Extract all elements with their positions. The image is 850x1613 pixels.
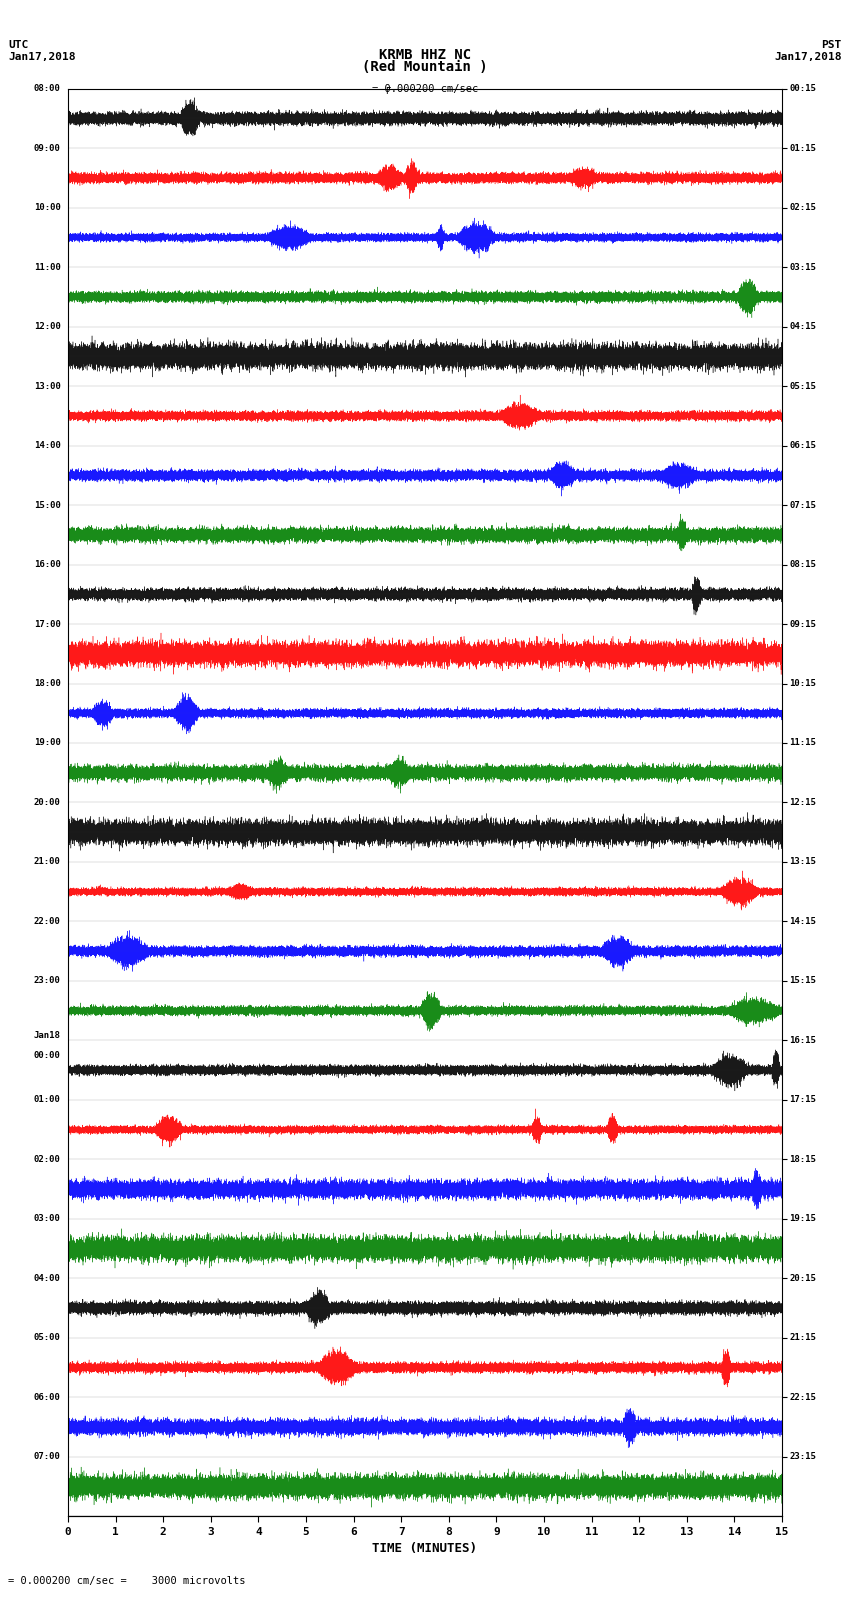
Text: 15:00: 15:00 bbox=[34, 500, 61, 510]
Text: 14:00: 14:00 bbox=[34, 440, 61, 450]
Text: Jan18: Jan18 bbox=[34, 1031, 61, 1040]
Text: (Red Mountain ): (Red Mountain ) bbox=[362, 60, 488, 74]
Text: 02:15: 02:15 bbox=[789, 203, 816, 213]
Text: 20:00: 20:00 bbox=[34, 798, 61, 806]
Text: 02:00: 02:00 bbox=[34, 1155, 61, 1165]
Text: 11:15: 11:15 bbox=[789, 739, 816, 747]
Text: 23:15: 23:15 bbox=[789, 1452, 816, 1461]
Text: 01:15: 01:15 bbox=[789, 144, 816, 153]
Text: 10:00: 10:00 bbox=[34, 203, 61, 213]
Text: 17:00: 17:00 bbox=[34, 619, 61, 629]
Text: = 0.000200 cm/sec =    3000 microvolts: = 0.000200 cm/sec = 3000 microvolts bbox=[8, 1576, 246, 1586]
Text: 22:15: 22:15 bbox=[789, 1392, 816, 1402]
Text: 04:15: 04:15 bbox=[789, 323, 816, 331]
Text: 19:15: 19:15 bbox=[789, 1215, 816, 1223]
Text: 04:00: 04:00 bbox=[34, 1274, 61, 1282]
Text: 15:15: 15:15 bbox=[789, 976, 816, 986]
Text: 18:00: 18:00 bbox=[34, 679, 61, 689]
Text: 11:00: 11:00 bbox=[34, 263, 61, 271]
Text: 19:00: 19:00 bbox=[34, 739, 61, 747]
Text: 20:15: 20:15 bbox=[789, 1274, 816, 1282]
Text: 00:15: 00:15 bbox=[789, 84, 816, 94]
Text: 17:15: 17:15 bbox=[789, 1095, 816, 1105]
Text: 10:15: 10:15 bbox=[789, 679, 816, 689]
Text: 13:00: 13:00 bbox=[34, 382, 61, 390]
Text: 01:00: 01:00 bbox=[34, 1095, 61, 1105]
Text: 16:15: 16:15 bbox=[789, 1036, 816, 1045]
Text: 12:00: 12:00 bbox=[34, 323, 61, 331]
Text: 14:15: 14:15 bbox=[789, 916, 816, 926]
Text: 13:15: 13:15 bbox=[789, 858, 816, 866]
Text: 05:00: 05:00 bbox=[34, 1334, 61, 1342]
Text: 08:00: 08:00 bbox=[34, 84, 61, 94]
Text: 09:15: 09:15 bbox=[789, 619, 816, 629]
Text: 00:00: 00:00 bbox=[34, 1040, 61, 1060]
Text: UTC
Jan17,2018: UTC Jan17,2018 bbox=[8, 40, 76, 61]
Text: PST
Jan17,2018: PST Jan17,2018 bbox=[774, 40, 842, 61]
Text: 21:15: 21:15 bbox=[789, 1334, 816, 1342]
Text: ┌: ┌ bbox=[383, 84, 390, 94]
Text: 22:00: 22:00 bbox=[34, 916, 61, 926]
Text: 06:00: 06:00 bbox=[34, 1392, 61, 1402]
Text: 03:00: 03:00 bbox=[34, 1215, 61, 1223]
Text: 12:15: 12:15 bbox=[789, 798, 816, 806]
Text: 07:15: 07:15 bbox=[789, 500, 816, 510]
Text: 16:00: 16:00 bbox=[34, 560, 61, 569]
Text: 06:15: 06:15 bbox=[789, 440, 816, 450]
Text: = 0.000200 cm/sec: = 0.000200 cm/sec bbox=[371, 84, 478, 94]
Text: 18:15: 18:15 bbox=[789, 1155, 816, 1165]
Text: KRMB HHZ NC: KRMB HHZ NC bbox=[379, 48, 471, 63]
Text: 03:15: 03:15 bbox=[789, 263, 816, 271]
Text: 08:15: 08:15 bbox=[789, 560, 816, 569]
Text: 07:00: 07:00 bbox=[34, 1452, 61, 1461]
X-axis label: TIME (MINUTES): TIME (MINUTES) bbox=[372, 1542, 478, 1555]
Text: 05:15: 05:15 bbox=[789, 382, 816, 390]
Text: 09:00: 09:00 bbox=[34, 144, 61, 153]
Text: 23:00: 23:00 bbox=[34, 976, 61, 986]
Text: 21:00: 21:00 bbox=[34, 858, 61, 866]
